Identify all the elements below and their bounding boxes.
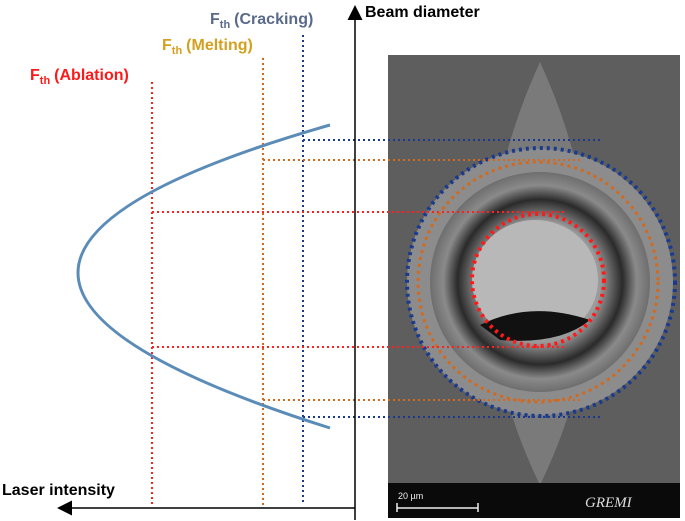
threshold-label: Fth (Ablation) <box>30 67 129 87</box>
scale-bar: 20 µm <box>398 491 423 501</box>
beam-profile <box>76 123 331 430</box>
threshold-label: Fth (Cracking) <box>210 11 313 31</box>
logo: GREMI <box>585 495 633 511</box>
threshold-lines <box>151 35 600 505</box>
x-axis-label: Laser intensity <box>2 482 115 499</box>
sem-image: 20 µm GREMI <box>388 55 680 518</box>
threshold-label: Fth (Melting) <box>162 37 253 57</box>
y-axis-label: Beam diameter <box>365 4 480 21</box>
